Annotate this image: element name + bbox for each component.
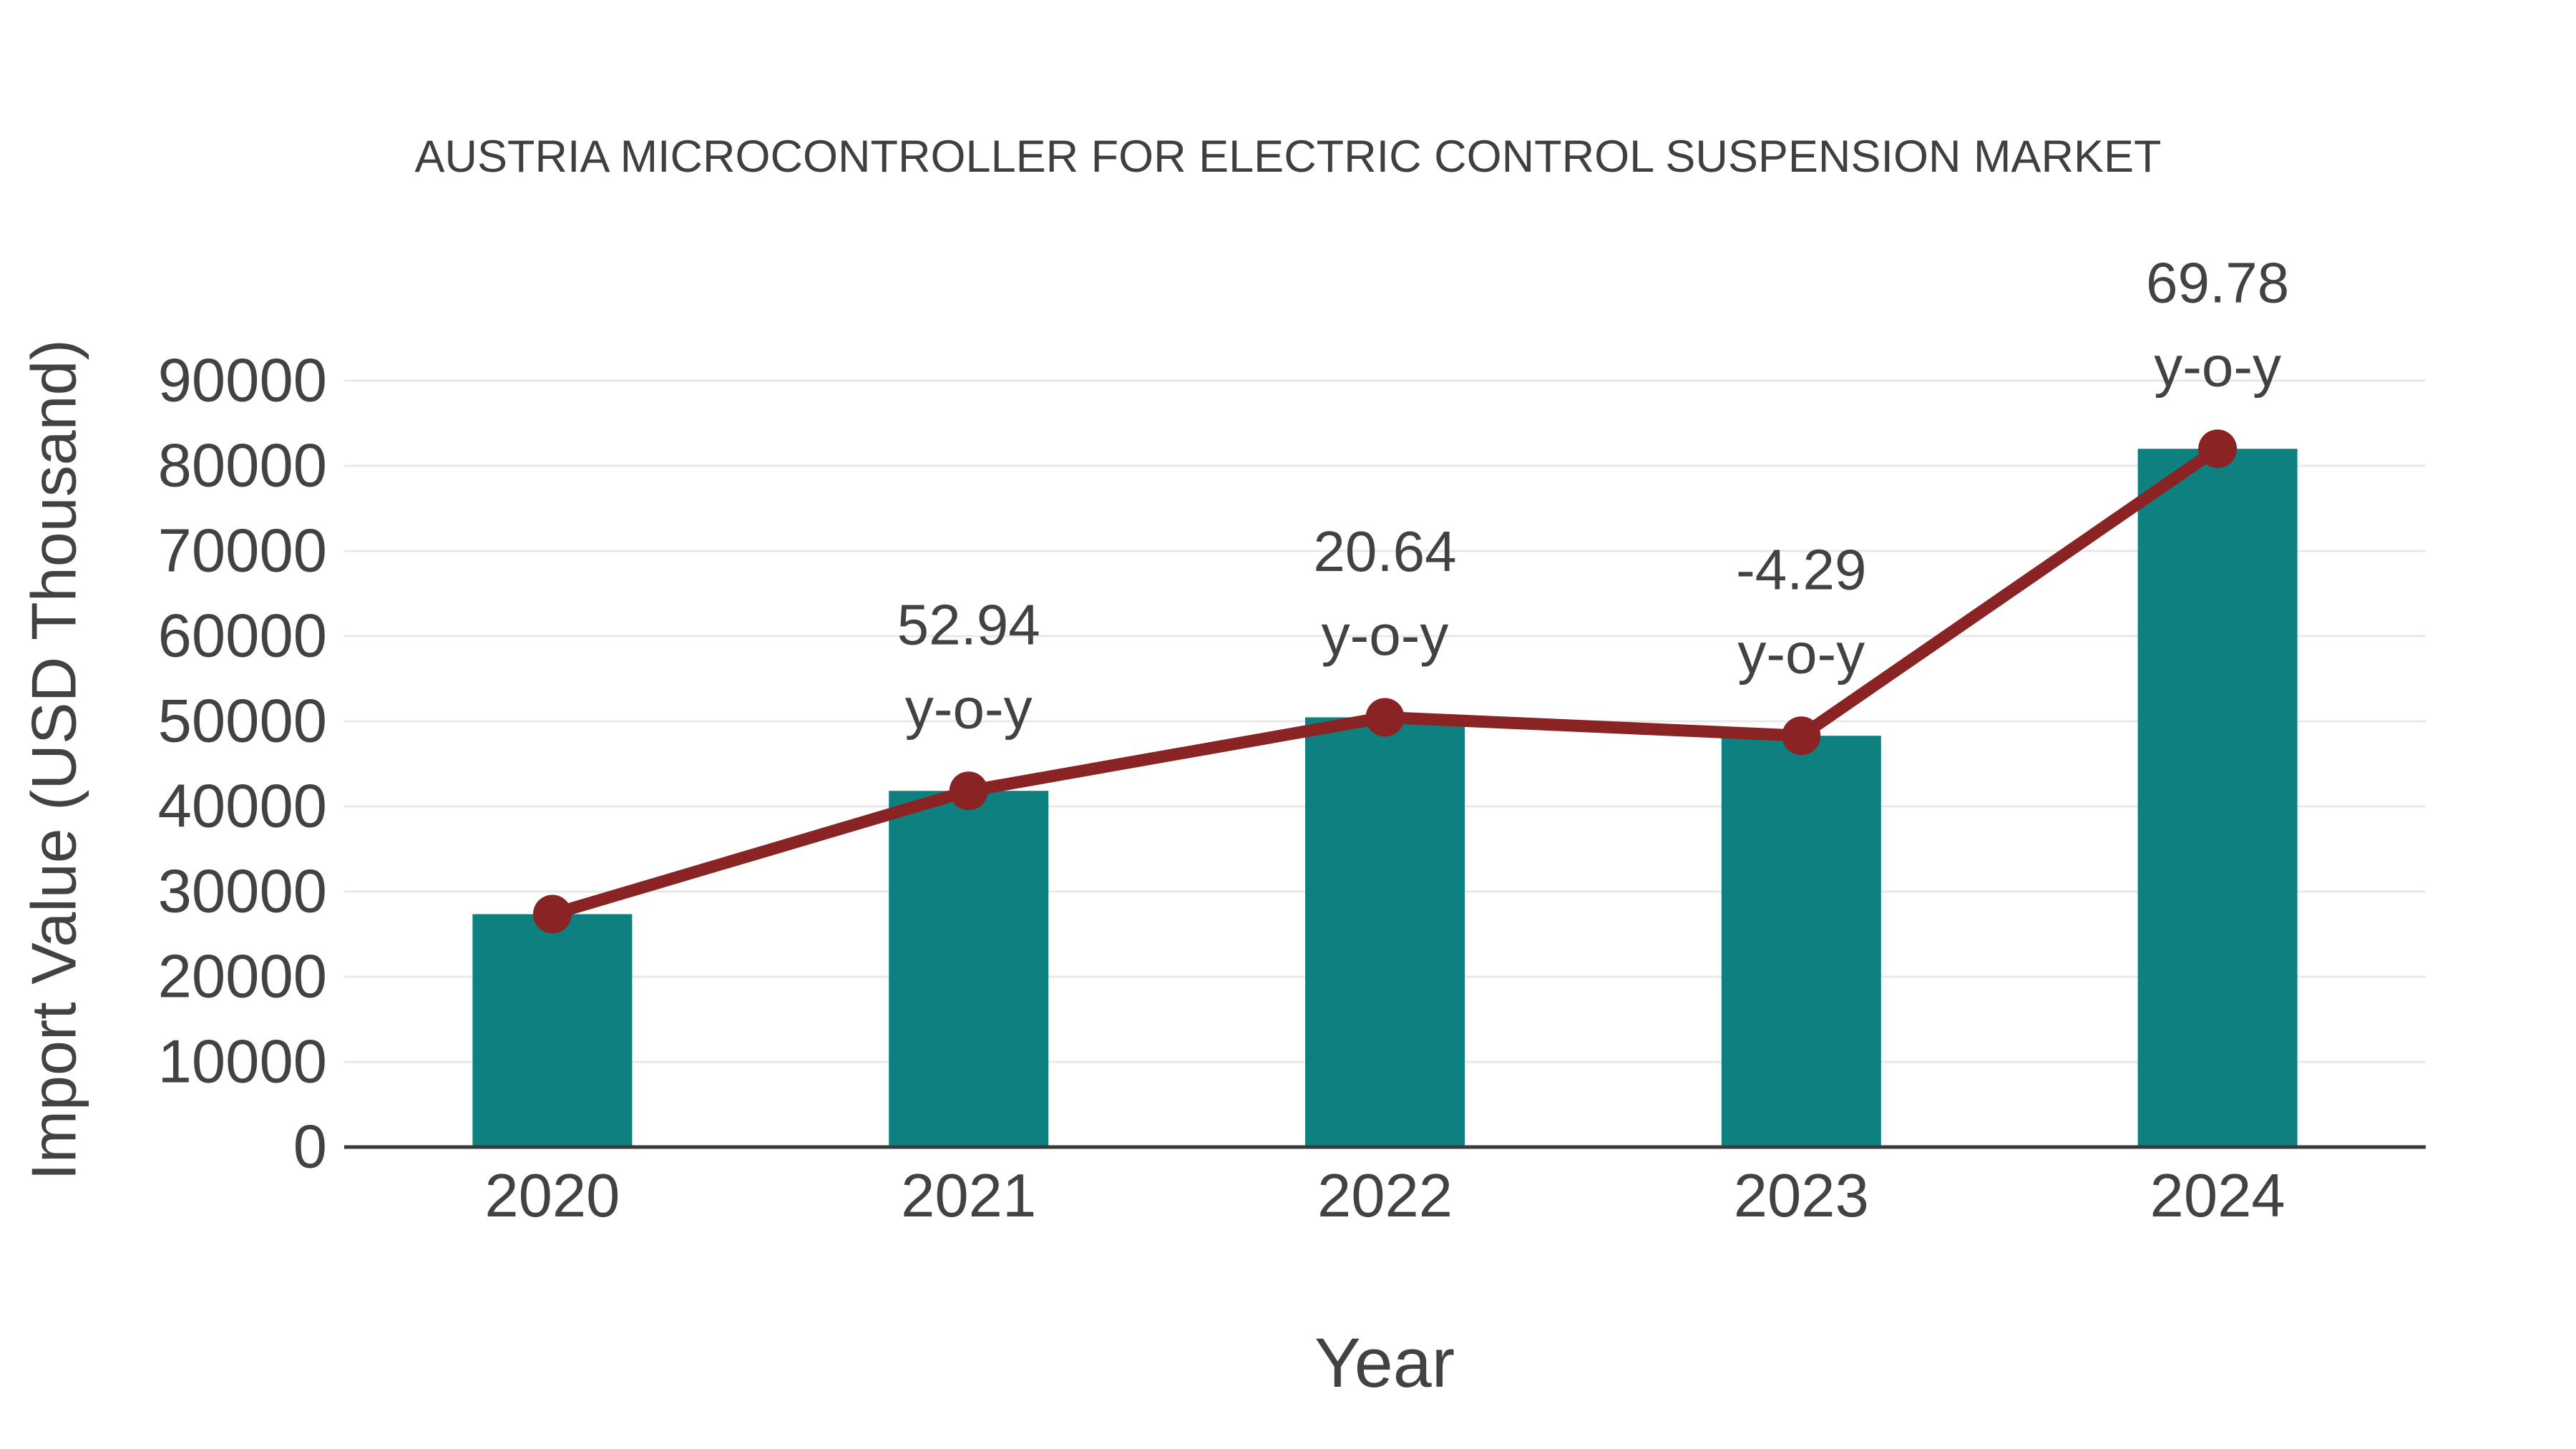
line-marker	[949, 771, 988, 811]
y-tick-label: 80000	[158, 432, 327, 500]
yoy-suffix-label: y-o-y	[1737, 622, 1865, 686]
x-tick-label: 2022	[1317, 1162, 1453, 1230]
y-tick-label: 40000	[158, 773, 327, 841]
y-tick-label: 60000	[158, 602, 327, 670]
bar	[889, 791, 1049, 1147]
bar	[472, 914, 633, 1147]
y-tick-label: 20000	[158, 943, 327, 1011]
yoy-suffix-label: y-o-y	[2154, 335, 2281, 399]
x-tick-label: 2021	[901, 1162, 1036, 1230]
yoy-suffix-label: y-o-y	[1322, 603, 1449, 667]
line-series	[532, 429, 2238, 934]
yoy-value-label: -4.29	[1736, 538, 1866, 602]
x-tick-label: 2023	[1734, 1162, 1869, 1230]
y-axis-title: Import Value (USD Thousand)	[19, 339, 89, 1181]
x-tick-labels: 2020 2021 2022 2023 2024	[484, 1162, 2285, 1230]
bar-series	[472, 449, 2298, 1147]
yoy-value-label: 20.64	[1313, 519, 1456, 583]
yoy-value-label: 69.78	[2146, 251, 2289, 315]
y-tick-labels: 0 10000 20000 30000 40000 50000 60000 70000 8000…	[158, 347, 327, 1181]
bar	[2137, 449, 2298, 1147]
line-marker	[532, 894, 572, 934]
line-marker	[2198, 429, 2238, 469]
bar	[1305, 717, 1465, 1147]
yoy-value-label: 52.94	[897, 593, 1040, 657]
y-tick-label: 10000	[158, 1028, 327, 1096]
line-marker	[1782, 716, 1821, 756]
y-tick-label: 50000	[158, 688, 327, 756]
y-tick-label: 30000	[158, 858, 327, 926]
yoy-annotations: 52.94 y-o-y 20.64 y-o-y -4.29 y-o-y 69.78 y-o-y	[897, 251, 2290, 741]
y-tick-label: 90000	[158, 347, 327, 415]
y-tick-label: 70000	[158, 517, 327, 585]
x-tick-label: 2020	[484, 1162, 620, 1230]
line-marker	[1365, 698, 1405, 737]
bar	[1721, 736, 1881, 1147]
x-tick-label: 2024	[2150, 1162, 2285, 1230]
yoy-suffix-label: y-o-y	[905, 677, 1033, 741]
chart-title: AUSTRIA MICROCONTROLLER FOR ELECTRIC CON…	[415, 132, 2162, 182]
y-tick-label: 0	[293, 1113, 327, 1181]
x-axis-title: Year	[1314, 1324, 1455, 1402]
